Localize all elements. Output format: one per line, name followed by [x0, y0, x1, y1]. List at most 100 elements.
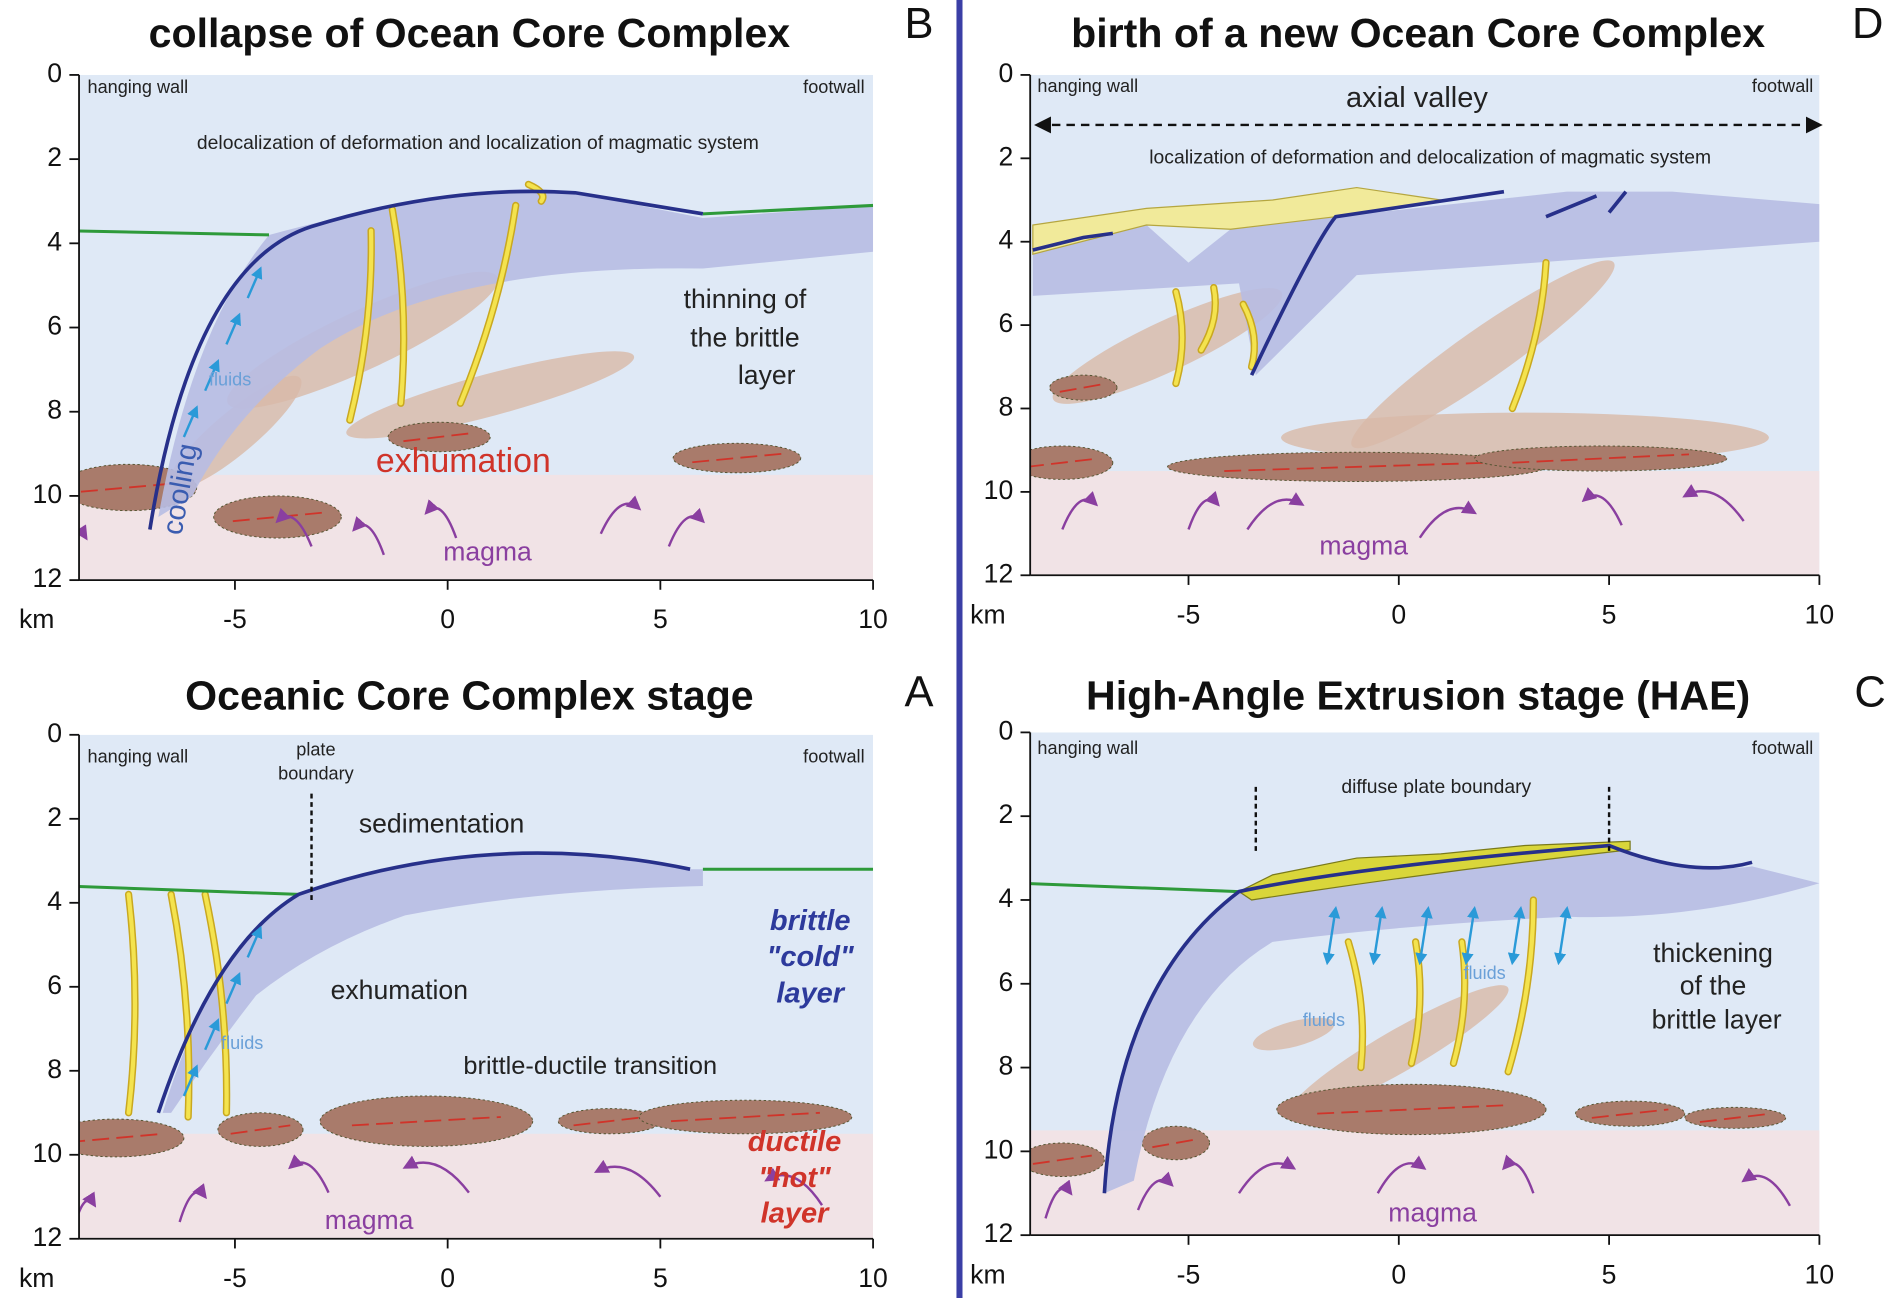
panel-label: layer [761, 1197, 830, 1229]
hot-layer [1030, 471, 1819, 575]
panel-label: hanging wall [1037, 76, 1138, 96]
depth-tick-label: 4 [47, 226, 62, 256]
panel-label: footwall [1752, 76, 1813, 96]
gabbro-body [214, 496, 342, 538]
depth-tick-label: 10 [33, 1138, 63, 1168]
gabbro-body [1277, 1084, 1546, 1134]
panel-label: footwall [1752, 738, 1813, 758]
page: { "axis": {"depth_ticks": [0, 2, 4, 6, 8… [0, 0, 1896, 1298]
panel-label: fluids [209, 369, 251, 389]
depth-tick-label: 6 [998, 308, 1013, 338]
gabbro-body [1050, 375, 1117, 400]
depth-tick-label: 8 [47, 395, 62, 425]
panel-label: magma [443, 537, 532, 567]
panel-letter: C [1854, 668, 1885, 716]
panel-label: sedimentation [359, 808, 524, 838]
distance-tick-label: 5 [1602, 599, 1617, 629]
depth-tick-label: 6 [998, 967, 1013, 997]
panel: 024681012-50510kmcollapse of Ocean Core … [19, 0, 933, 634]
panel-letter: D [1852, 0, 1883, 48]
distance-tick-label: 10 [858, 604, 888, 634]
distance-tick-label: 10 [858, 1263, 888, 1293]
panel-title: Oceanic Core Complex stage [185, 672, 753, 718]
panel-letter: B [904, 0, 933, 48]
depth-tick-label: 2 [998, 799, 1013, 829]
figure: 0 2 4 6 8 10 12 -5 0 5 10 km collapse of Ocean Core … [0, 0, 1896, 1298]
depth-tick-label: 2 [47, 142, 62, 172]
depth-tick-label: 10 [33, 479, 63, 509]
panel-label: fluids [221, 1033, 263, 1053]
distance-tick-label: 0 [440, 1263, 455, 1293]
axis-unit: km [19, 604, 54, 634]
depth-tick-label: 12 [984, 1218, 1014, 1248]
distance-tick-label: -5 [1177, 599, 1201, 629]
panel-label: hanging wall [88, 747, 189, 767]
depth-tick-label: 8 [998, 392, 1013, 422]
axis-unit: km [970, 1259, 1005, 1289]
panel-divider [956, 0, 962, 1298]
gabbro-body [673, 443, 801, 472]
panel-label: diffuse plate boundary [1341, 777, 1531, 798]
distance-tick-label: 5 [1602, 1259, 1617, 1289]
panel-label: plate [296, 739, 335, 759]
panel-label: exhumation [376, 442, 551, 480]
depth-tick-label: 10 [984, 1134, 1014, 1164]
gabbro-body [1142, 1126, 1209, 1160]
distance-tick-label: 0 [440, 604, 455, 634]
distance-tick-label: -5 [223, 604, 247, 634]
panel-label: layer [738, 360, 796, 390]
panel-title: collapse of Ocean Core Complex [149, 10, 791, 56]
axis-unit: km [19, 1263, 54, 1293]
depth-tick-label: 10 [984, 475, 1014, 505]
panel-label: brittle-ductile transition [463, 1052, 717, 1080]
depth-tick-label: 8 [47, 1054, 62, 1084]
panel-label: brittle layer [1652, 1004, 1782, 1034]
panel-label: footwall [803, 77, 864, 97]
depth-tick-label: 0 [47, 718, 62, 748]
panel-label: exhumation [331, 975, 468, 1005]
panel-label: layer [776, 977, 845, 1009]
depth-tick-label: 4 [998, 883, 1013, 913]
panel-label: magma [325, 1205, 414, 1235]
gabbro-body [48, 1119, 184, 1157]
depth-tick-label: 12 [33, 1222, 63, 1252]
panel-label: "hot" [758, 1162, 832, 1194]
panel-title: High-Angle Extrusion stage (HAE) [1086, 672, 1750, 718]
depth-tick-label: 12 [33, 563, 63, 593]
panel-label: localization of deformation and delocali… [1149, 147, 1711, 168]
panel-letter: A [904, 668, 933, 716]
depth-tick-label: 0 [998, 715, 1013, 745]
distance-tick-label: 0 [1391, 1259, 1406, 1289]
panel-label: "cold" [767, 941, 855, 973]
distance-tick-label: -5 [223, 1263, 247, 1293]
panel-label: ductile [748, 1126, 841, 1158]
depth-tick-label: 2 [998, 141, 1013, 171]
distance-tick-label: -5 [1177, 1259, 1201, 1289]
distance-tick-label: 0 [1391, 599, 1406, 629]
distance-tick-label: 10 [1805, 1259, 1835, 1289]
panel-label: thickening [1653, 938, 1773, 968]
depth-tick-label: 8 [998, 1051, 1013, 1081]
distance-tick-label: 5 [653, 604, 668, 634]
panel-label: delocalization of deformation and locali… [197, 133, 759, 154]
panel-label: fluids [1463, 963, 1505, 983]
panel-label: magma [1388, 1198, 1477, 1228]
panel-label: the brittle [690, 323, 799, 353]
panel-label: brittle [770, 905, 851, 937]
panel-label: of the [1680, 970, 1747, 1000]
panel-label: fluids [1303, 1010, 1345, 1030]
distance-tick-label: 10 [1805, 599, 1835, 629]
panel: 024681012-50510kmbirth of a new Ocean Co… [970, 0, 1883, 629]
panel: 0 2 4 6 8 10 12 -5 0 5 10 km High-Angle Extrusion st… [970, 668, 1886, 1289]
panel-label: hanging wall [1037, 738, 1138, 758]
axis-unit: km [970, 599, 1005, 629]
depth-tick-label: 4 [47, 886, 62, 916]
depth-tick-label: 0 [998, 58, 1013, 88]
panel-label: hanging wall [88, 77, 189, 97]
panel-label: axial valley [1346, 82, 1488, 114]
distance-tick-label: 5 [653, 1263, 668, 1293]
depth-tick-label: 2 [47, 802, 62, 832]
panel-label: magma [1319, 530, 1408, 560]
depth-tick-label: 6 [47, 311, 62, 341]
